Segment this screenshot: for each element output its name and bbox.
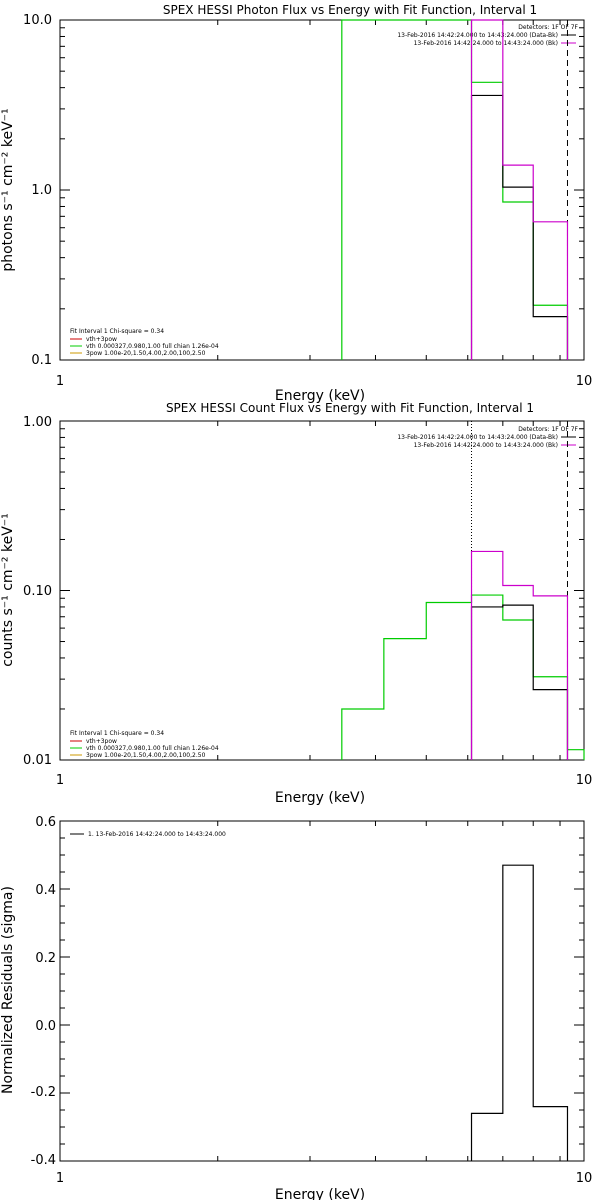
histogram-series: [470, 550, 569, 760]
legend-entry: 3pow 1.00e-20,1.50,4.00,2.00,100,2.50: [86, 350, 206, 357]
legend-entry-data-bk: 13-Feb-2016 14:42:24.000 to 14:43:24.000…: [397, 434, 558, 441]
y-tick-label: 0.1: [31, 353, 52, 368]
legend-bottom: Fit Interval 1 Chi-square = 0.34 vth+3po…: [70, 328, 219, 357]
histogram-series: [470, 604, 569, 760]
y-tick-label: 1.00: [23, 415, 52, 430]
y-tick-label: 0.01: [23, 753, 52, 768]
legend-entry-data-bk: 13-Feb-2016 14:42:24.000 to 14:43:24.000…: [397, 32, 558, 39]
legend-bottom: Fit Interval 1 Chi-square = 0.34 vth+3po…: [70, 730, 219, 759]
histogram-series: [341, 594, 585, 760]
y-tick-label: 0.4: [35, 883, 56, 898]
legend-top: Detectors: 1F OF 7F 13-Feb-2016 14:42:24…: [397, 24, 578, 47]
chart-title: SPEX HESSI Photon Flux vs Energy with Fi…: [163, 3, 537, 17]
y-axis-label: photons s⁻¹ cm⁻² keV⁻¹: [0, 108, 16, 271]
residuals-chart: Energy (keV) Normalized Residuals (sigma…: [0, 815, 592, 1200]
legend-entry-bk: 13-Feb-2016 14:42:24.000 to 14:43:24.000…: [414, 442, 558, 449]
y-tick-label: 10.0: [23, 13, 52, 28]
y-tick-label: -0.2: [31, 1085, 56, 1100]
x-axis-label: Energy (keV): [275, 1187, 365, 1200]
plot-frame: [59, 420, 585, 761]
y-axis-label: counts s⁻¹ cm⁻² keV⁻¹: [0, 513, 16, 667]
legend-title: Detectors: 1F OF 7F: [518, 426, 578, 433]
legend-entry: vth+3pow: [86, 336, 117, 343]
x-tick-label: 1: [56, 1171, 64, 1186]
legend-entry: vth 0.000327,0.980,1.00 full chian 1.26e…: [86, 343, 219, 350]
legend-top: Detectors: 1F OF 7F 13-Feb-2016 14:42:24…: [397, 426, 578, 449]
fit-header: Fit Interval 1 Chi-square = 0.34: [70, 730, 164, 737]
x-tick-label: 1: [56, 773, 64, 788]
y-tick-label: 0.6: [35, 815, 56, 830]
x-axis-label: Energy (keV): [275, 790, 365, 806]
histogram-series: [470, 94, 569, 360]
photon-flux-chart: SPEX HESSI Photon Flux vs Energy with Fi…: [0, 3, 592, 404]
y-tick-label: -0.4: [31, 1153, 56, 1168]
y-tick-label: 1.0: [31, 183, 52, 198]
legend-entry: 3pow 1.00e-20,1.50,4.00,2.00,100,2.50: [86, 752, 206, 759]
legend-top: 1. 13-Feb-2016 14:42:24.000 to 14:43:24.…: [70, 831, 226, 838]
y-tick-label: 0.2: [35, 951, 56, 966]
legend-title: Detectors: 1F OF 7F: [518, 24, 578, 31]
plot-frame: [59, 19, 585, 361]
plot-frame: [59, 820, 585, 1162]
y-tick-label: 0.10: [23, 584, 52, 599]
legend-entry: vth+3pow: [86, 738, 117, 745]
fit-header: Fit Interval 1 Chi-square = 0.34: [70, 328, 164, 335]
x-axis-label: Energy (keV): [275, 388, 365, 404]
y-axis-label: Normalized Residuals (sigma): [0, 886, 16, 1094]
x-tick-label: 10: [576, 1171, 593, 1186]
x-tick-label: 1: [56, 374, 64, 389]
legend-entry-bk: 13-Feb-2016 14:42:24.000 to 14:43:24.000…: [414, 40, 558, 47]
histogram-series: [470, 864, 569, 1161]
x-tick-label: 10: [576, 374, 593, 389]
legend-entry: vth 0.000327,0.980,1.00 full chian 1.26e…: [86, 745, 219, 752]
y-tick-label: 0.0: [35, 1019, 56, 1034]
histogram-series: [470, 19, 569, 360]
chart-title: SPEX HESSI Count Flux vs Energy with Fit…: [166, 401, 534, 415]
count-flux-chart: SPEX HESSI Count Flux vs Energy with Fit…: [0, 401, 592, 806]
x-tick-label: 10: [576, 773, 593, 788]
histogram-series: [341, 19, 569, 360]
legend-entry: 1. 13-Feb-2016 14:42:24.000 to 14:43:24.…: [88, 831, 226, 838]
